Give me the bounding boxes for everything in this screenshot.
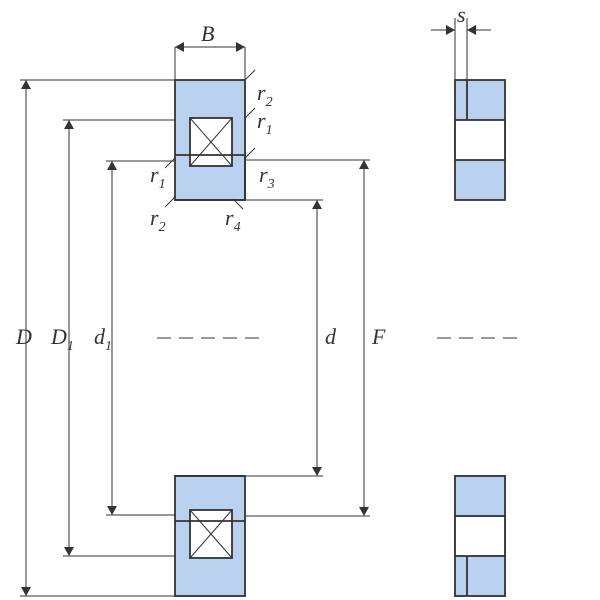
dim-B: B [201, 21, 214, 46]
dim-s: s [457, 2, 466, 27]
dim-F: F [371, 324, 386, 349]
dim-r1o: r1 [257, 108, 273, 138]
dim-D1: D1 [50, 324, 74, 354]
dim-D: D [15, 324, 32, 349]
dim-r4: r4 [225, 205, 241, 235]
dim-r2o: r2 [257, 80, 273, 110]
dim-r3: r3 [259, 162, 275, 192]
dim-d: d [325, 324, 337, 349]
dim-r1i: r1 [150, 162, 166, 192]
dim-d1: d1 [94, 324, 112, 354]
dim-r2i: r2 [150, 205, 166, 235]
